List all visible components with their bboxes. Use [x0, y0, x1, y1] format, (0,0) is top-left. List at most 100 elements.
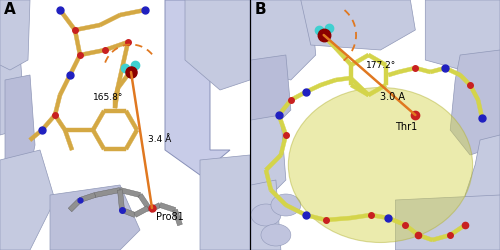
Text: A: A	[4, 2, 16, 17]
Polygon shape	[121, 208, 136, 217]
Text: Pro81: Pro81	[156, 212, 184, 222]
Polygon shape	[368, 53, 387, 67]
Polygon shape	[200, 155, 250, 250]
Polygon shape	[388, 216, 406, 227]
Polygon shape	[134, 206, 149, 217]
Polygon shape	[450, 50, 500, 155]
Polygon shape	[113, 42, 130, 100]
Polygon shape	[350, 213, 371, 220]
Polygon shape	[306, 213, 326, 222]
Polygon shape	[104, 109, 126, 113]
Polygon shape	[459, 74, 471, 86]
Polygon shape	[251, 115, 286, 200]
Polygon shape	[432, 233, 450, 242]
Ellipse shape	[251, 204, 281, 226]
Polygon shape	[74, 23, 101, 32]
Polygon shape	[350, 83, 370, 97]
Polygon shape	[322, 34, 337, 50]
Polygon shape	[172, 209, 182, 226]
Polygon shape	[138, 194, 152, 212]
Polygon shape	[124, 110, 138, 131]
Polygon shape	[58, 74, 72, 96]
Ellipse shape	[261, 224, 291, 246]
Polygon shape	[334, 47, 352, 66]
Polygon shape	[165, 0, 230, 175]
Polygon shape	[113, 100, 117, 108]
Polygon shape	[285, 203, 306, 217]
Polygon shape	[426, 0, 500, 75]
Polygon shape	[92, 110, 106, 131]
Polygon shape	[0, 25, 22, 135]
Polygon shape	[418, 233, 433, 242]
Polygon shape	[350, 65, 354, 85]
Polygon shape	[99, 13, 121, 27]
Ellipse shape	[288, 88, 472, 242]
Polygon shape	[5, 75, 35, 185]
Polygon shape	[73, 30, 82, 56]
Polygon shape	[0, 0, 30, 70]
Polygon shape	[40, 114, 56, 131]
Polygon shape	[28, 128, 44, 141]
Polygon shape	[92, 129, 106, 150]
Text: 165.8°: 165.8°	[93, 93, 124, 102]
Polygon shape	[79, 193, 96, 202]
Polygon shape	[465, 135, 500, 250]
Polygon shape	[116, 71, 132, 89]
Polygon shape	[279, 134, 288, 156]
Polygon shape	[264, 170, 273, 190]
Polygon shape	[53, 94, 62, 116]
Polygon shape	[104, 40, 128, 52]
Polygon shape	[415, 66, 431, 74]
Polygon shape	[320, 78, 336, 87]
Polygon shape	[396, 195, 500, 250]
Text: Thr1: Thr1	[396, 122, 417, 132]
Polygon shape	[336, 76, 351, 82]
Text: B: B	[255, 2, 266, 17]
Polygon shape	[384, 65, 388, 85]
Polygon shape	[305, 83, 322, 94]
Polygon shape	[278, 99, 292, 116]
Polygon shape	[185, 0, 250, 90]
Polygon shape	[94, 188, 120, 198]
Text: 3.0 A: 3.0 A	[380, 92, 406, 102]
Polygon shape	[104, 147, 126, 151]
Polygon shape	[68, 198, 82, 212]
Polygon shape	[251, 0, 316, 80]
Polygon shape	[350, 53, 370, 67]
Polygon shape	[468, 84, 480, 101]
Polygon shape	[124, 129, 138, 150]
Polygon shape	[398, 66, 416, 74]
Text: 177.2°: 177.2°	[366, 61, 396, 70]
Polygon shape	[65, 128, 93, 132]
Polygon shape	[80, 48, 106, 57]
Polygon shape	[58, 9, 76, 31]
Text: 3.4 Å: 3.4 Å	[148, 136, 171, 144]
Polygon shape	[68, 54, 82, 76]
Polygon shape	[54, 114, 66, 131]
Polygon shape	[63, 129, 74, 151]
Polygon shape	[430, 66, 446, 74]
Polygon shape	[476, 100, 484, 118]
Polygon shape	[120, 8, 146, 17]
Polygon shape	[368, 83, 387, 97]
Polygon shape	[120, 188, 141, 198]
Polygon shape	[270, 188, 287, 206]
Polygon shape	[326, 216, 351, 222]
Polygon shape	[118, 190, 124, 210]
Polygon shape	[50, 185, 140, 250]
Ellipse shape	[271, 194, 301, 216]
Polygon shape	[113, 88, 120, 108]
Polygon shape	[404, 224, 419, 236]
Polygon shape	[0, 150, 55, 250]
Polygon shape	[277, 114, 287, 136]
Polygon shape	[349, 76, 370, 96]
Polygon shape	[264, 154, 282, 172]
Polygon shape	[301, 0, 416, 50]
Polygon shape	[251, 55, 291, 130]
Polygon shape	[290, 90, 306, 102]
Polygon shape	[444, 66, 461, 77]
Polygon shape	[149, 203, 161, 212]
Polygon shape	[388, 70, 399, 77]
Polygon shape	[251, 180, 281, 250]
Polygon shape	[159, 203, 176, 212]
